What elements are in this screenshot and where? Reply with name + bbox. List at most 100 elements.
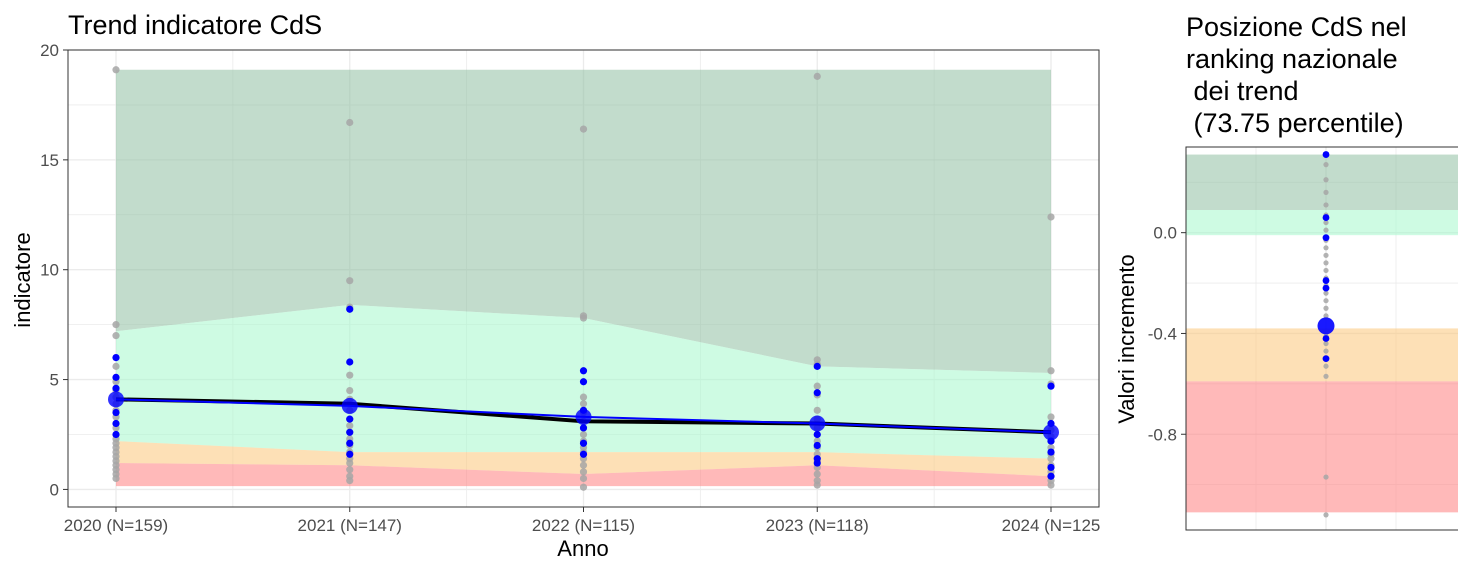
y-tick-label: 5 — [50, 371, 59, 390]
ranking-other-point — [1323, 348, 1329, 354]
ranking-title-line-2: ranking nazionale — [1186, 44, 1398, 74]
cds-point — [813, 441, 821, 450]
cds-point — [579, 424, 588, 432]
other-cds-point — [346, 459, 354, 467]
other-cds-point — [1047, 213, 1055, 221]
other-cds-point — [112, 474, 120, 483]
other-cds-point — [1047, 413, 1055, 421]
other-cds-point — [112, 332, 120, 340]
ranking-chart-title: Posizione CdS nel ranking nazionale dei … — [1186, 12, 1414, 138]
cds-point — [346, 305, 354, 313]
ranking-other-point — [1323, 252, 1329, 258]
ranking-cds-point — [1322, 335, 1330, 342]
other-cds-point — [1047, 481, 1055, 489]
other-cds-point — [579, 474, 588, 483]
other-cds-point — [813, 481, 821, 489]
other-cds-point — [579, 483, 588, 491]
side-y-tick-label: -0.8 — [1148, 425, 1177, 444]
cds-point — [813, 362, 821, 370]
side-plot-border — [1185, 146, 1458, 531]
ranking-other-point — [1323, 474, 1329, 480]
other-cds-point — [346, 477, 354, 485]
trend-marker — [108, 391, 124, 408]
ranking-title-line-1: Posizione CdS nel — [1186, 12, 1407, 42]
ranking-other-point — [1323, 219, 1329, 226]
y-tick-label: 20 — [40, 41, 59, 60]
cds-point — [579, 450, 588, 458]
x-tick-label: 2023 (N=118) — [766, 516, 869, 535]
cds-point — [579, 378, 588, 386]
ranking-other-point — [1323, 260, 1329, 266]
y-tick-label: 0 — [50, 480, 59, 499]
other-cds-point — [346, 422, 354, 430]
cds-point — [112, 408, 120, 417]
cds-point — [1047, 472, 1055, 480]
other-cds-point — [1047, 455, 1055, 463]
ranking-other-point — [1323, 313, 1329, 319]
ranking-other-point — [1323, 373, 1329, 379]
cds-point — [112, 373, 120, 381]
x-tick-label: 2024 (N=125 — [1002, 516, 1101, 535]
cds-point — [346, 428, 354, 436]
trend-band-0 — [116, 69, 1051, 373]
other-cds-point — [112, 321, 120, 329]
ranking-cds-point — [1322, 277, 1330, 284]
x-tick-label: 2022 (N=115) — [532, 516, 635, 535]
ranking-other-point — [1323, 202, 1329, 208]
cds-point — [346, 358, 354, 366]
other-cds-point — [813, 470, 821, 478]
x-tick-label: 2020 (N=159) — [64, 516, 168, 535]
ranking-cds-point — [1322, 214, 1330, 221]
y-tick-label: 15 — [40, 151, 59, 170]
ranking-other-point — [1323, 305, 1329, 311]
ranking-cds-point — [1322, 284, 1330, 292]
ranking-cds-point — [1322, 151, 1330, 158]
ranking-title-line-3: dei trend — [1186, 76, 1299, 106]
ranking-title-line-4: (73.75 percentile) — [1186, 108, 1404, 138]
other-cds-point — [813, 72, 821, 80]
cds-point — [112, 384, 120, 392]
other-cds-point — [112, 362, 120, 370]
trend-marker — [809, 415, 826, 432]
cds-point — [112, 430, 120, 439]
ranking-other-point — [1323, 189, 1329, 195]
ranking-highlight-point — [1317, 317, 1335, 335]
other-cds-point — [579, 400, 588, 408]
cds-point — [346, 415, 354, 423]
ranking-other-point — [1323, 227, 1329, 233]
other-cds-point — [1047, 367, 1055, 375]
ranking-other-point — [1323, 177, 1329, 183]
trend-marker — [341, 397, 358, 414]
trend-chart-title: Trend indicatore CdS — [68, 10, 322, 40]
side-y-tick-label: -0.4 — [1148, 324, 1177, 343]
trend-marker — [1043, 424, 1059, 441]
other-cds-point — [579, 314, 588, 322]
ranking-cds-point — [1322, 355, 1330, 363]
other-cds-point — [813, 382, 821, 390]
ranking-other-point — [1323, 298, 1329, 304]
ranking-band-3 — [1186, 381, 1458, 513]
ranking-band-0 — [1186, 154, 1458, 210]
ranking-other-point — [1323, 290, 1329, 296]
ranking-other-point — [1323, 267, 1329, 274]
cds-point — [346, 450, 354, 458]
ranking-other-point — [1323, 162, 1329, 168]
cds-point — [579, 367, 588, 375]
cds-point — [813, 430, 821, 439]
other-cds-point — [579, 125, 588, 133]
ranking-other-point — [1323, 245, 1329, 251]
ranking-band-1 — [1186, 209, 1458, 236]
ranking-band-2 — [1186, 328, 1458, 382]
trend-chart-panel: 0 5 10 15 20 2020 (N=159) 2021 (N=147) 2022 (N=… — [40, 41, 1100, 535]
cds-point — [112, 353, 120, 362]
other-cds-point — [813, 406, 821, 414]
trend-chart-ylabel: indicatore — [10, 232, 35, 327]
trend-chart-xlabel: Anno — [557, 536, 608, 560]
other-cds-point — [579, 430, 588, 439]
other-cds-point — [579, 393, 588, 401]
cds-point — [112, 419, 120, 428]
cds-point — [346, 439, 354, 447]
other-cds-point — [112, 66, 120, 74]
